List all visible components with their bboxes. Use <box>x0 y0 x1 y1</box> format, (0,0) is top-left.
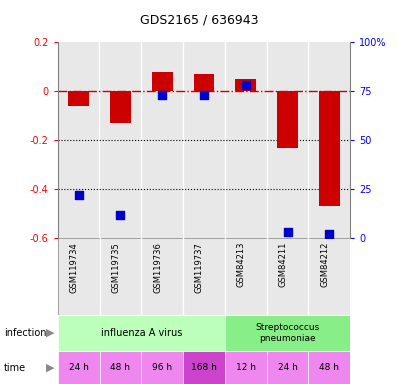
Text: 24 h: 24 h <box>69 363 88 372</box>
Text: 24 h: 24 h <box>278 363 297 372</box>
Text: 96 h: 96 h <box>152 363 172 372</box>
Bar <box>235 79 256 91</box>
Text: GSM119734: GSM119734 <box>70 242 78 293</box>
Text: GSM84211: GSM84211 <box>279 242 287 287</box>
Point <box>326 231 333 237</box>
Point <box>285 229 291 235</box>
Bar <box>152 71 173 91</box>
Bar <box>277 91 298 147</box>
Bar <box>68 91 89 106</box>
Text: 168 h: 168 h <box>191 363 217 372</box>
Text: Streptococcus
pneumoniae: Streptococcus pneumoniae <box>256 323 320 343</box>
Text: 12 h: 12 h <box>236 363 256 372</box>
Text: infection: infection <box>4 328 47 338</box>
Bar <box>225 351 267 384</box>
Bar <box>225 315 350 351</box>
Bar <box>110 91 131 123</box>
Text: GSM119735: GSM119735 <box>111 242 120 293</box>
Text: GSM84213: GSM84213 <box>237 242 246 287</box>
Text: GSM119736: GSM119736 <box>153 242 162 293</box>
Bar <box>183 351 225 384</box>
Text: GSM119737: GSM119737 <box>195 242 204 293</box>
Point <box>76 192 82 198</box>
Bar <box>193 74 215 91</box>
Text: time: time <box>4 362 26 373</box>
Bar <box>308 351 350 384</box>
Text: 48 h: 48 h <box>110 363 131 372</box>
Text: ▶: ▶ <box>45 328 54 338</box>
Bar <box>267 351 308 384</box>
Point <box>201 92 207 98</box>
Bar <box>141 351 183 384</box>
Text: GSM84212: GSM84212 <box>320 242 329 287</box>
Text: GDS2165 / 636943: GDS2165 / 636943 <box>140 13 258 26</box>
Point <box>117 212 124 218</box>
Text: influenza A virus: influenza A virus <box>101 328 182 338</box>
Bar <box>58 351 100 384</box>
Point <box>159 92 166 98</box>
Point <box>243 82 249 88</box>
Text: ▶: ▶ <box>45 362 54 373</box>
Text: 48 h: 48 h <box>319 363 339 372</box>
Bar <box>319 91 340 206</box>
Bar <box>100 351 141 384</box>
Bar <box>58 315 225 351</box>
